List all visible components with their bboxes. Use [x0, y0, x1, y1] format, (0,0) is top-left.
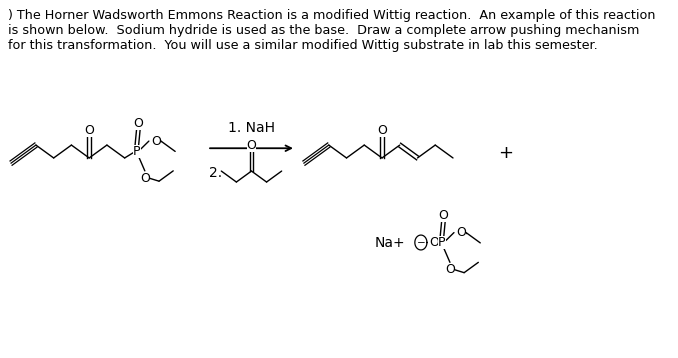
- Text: O: O: [439, 209, 448, 222]
- Text: O: O: [445, 263, 455, 276]
- Text: 1. NaH: 1. NaH: [228, 121, 275, 135]
- Text: O: O: [377, 124, 387, 137]
- Text: O: O: [140, 172, 150, 185]
- Text: Na+: Na+: [375, 236, 405, 250]
- Text: P: P: [133, 145, 140, 158]
- Text: O: O: [151, 135, 161, 147]
- Text: O: O: [84, 124, 94, 137]
- Text: ) The Horner Wadsworth Emmons Reaction is a modified Wittig reaction.  An exampl: ) The Horner Wadsworth Emmons Reaction i…: [8, 9, 656, 52]
- Text: P: P: [438, 236, 445, 249]
- Text: +: +: [498, 144, 513, 162]
- Text: −: −: [416, 237, 425, 247]
- Text: O: O: [134, 117, 143, 130]
- Text: O: O: [429, 236, 439, 249]
- Text: 2.: 2.: [209, 166, 222, 180]
- Text: O: O: [247, 139, 256, 152]
- Text: O: O: [456, 226, 466, 239]
